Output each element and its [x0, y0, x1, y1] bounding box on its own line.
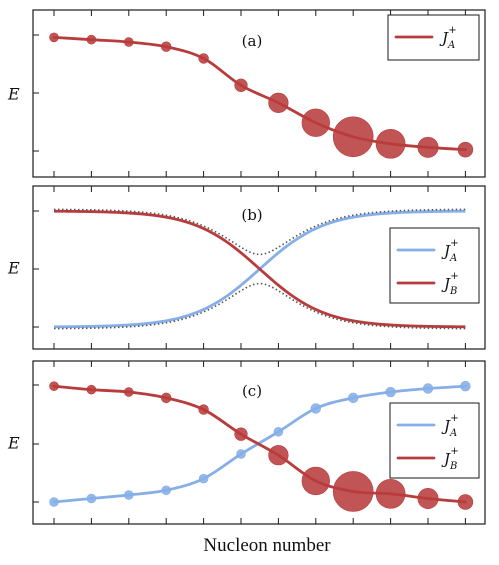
data-point	[49, 381, 59, 391]
legend-box	[389, 227, 480, 304]
y-axis-label: E	[7, 85, 20, 104]
legend-label-sub: B	[449, 461, 457, 472]
data-point	[332, 116, 374, 158]
legend-label-sup: +	[448, 25, 456, 36]
data-point	[86, 493, 97, 504]
data-point	[161, 41, 172, 52]
data-point	[332, 471, 374, 512]
data-point	[198, 473, 209, 484]
data-point	[236, 449, 246, 459]
data-point	[161, 485, 171, 496]
data-point	[124, 490, 134, 500]
data-point	[86, 34, 97, 45]
panel-label: (b)	[241, 206, 262, 224]
data-point	[234, 78, 248, 92]
panel-c: (c)EJA+JB+	[7, 360, 486, 525]
legend-label-sub: B	[449, 286, 457, 297]
y-axis-label: E	[7, 259, 20, 278]
data-point	[460, 380, 471, 392]
data-point	[348, 392, 359, 404]
legend-box	[389, 402, 480, 479]
data-point	[49, 32, 59, 43]
data-point	[273, 427, 284, 437]
series-line-JB	[53, 209, 466, 329]
legend-label-sub: A	[447, 40, 455, 51]
data-point	[301, 108, 330, 137]
data-point	[161, 392, 172, 404]
data-point	[457, 141, 474, 158]
data-point	[375, 128, 406, 159]
panel-2-frame	[32, 360, 486, 525]
y-axis-label: E	[7, 434, 20, 453]
legend-label-sup: +	[450, 238, 458, 249]
data-point	[86, 384, 97, 395]
legend-label-sub: A	[449, 253, 457, 264]
data-point	[457, 494, 474, 510]
data-point	[385, 386, 396, 398]
data-point	[310, 403, 321, 414]
data-point	[301, 466, 330, 496]
panel-label: (c)	[242, 382, 262, 400]
legend-label: JA+	[439, 25, 457, 51]
panel-label: (a)	[242, 32, 263, 50]
legend-label-sup: +	[450, 446, 458, 457]
panel-a: (a)EJA+	[7, 9, 486, 178]
data-point	[375, 478, 406, 509]
legend-label-sub: A	[449, 428, 457, 439]
data-point	[268, 445, 289, 466]
data-point	[198, 53, 209, 64]
data-point	[198, 404, 209, 415]
legend-label-sup: +	[450, 413, 458, 424]
data-point	[124, 387, 134, 397]
adiabatic-lower-dotted	[53, 282, 466, 330]
data-point	[234, 427, 248, 441]
panel-b: (b)EJA+JB+	[7, 185, 486, 350]
data-point	[422, 383, 434, 394]
data-point	[124, 37, 134, 47]
data-point	[268, 92, 289, 113]
data-point	[417, 136, 439, 158]
panel-1-frame	[32, 185, 486, 350]
legend-label: JA+	[441, 238, 459, 264]
legend-label: JB+	[441, 271, 459, 297]
x-axis-label: Nucleon number	[203, 535, 331, 556]
legend-label-sup: +	[450, 271, 458, 282]
legend-label: JA+	[441, 413, 459, 439]
data-point	[417, 487, 439, 509]
adiabatic-upper-dotted	[53, 208, 466, 256]
data-point	[49, 497, 59, 507]
legend-label: JB+	[441, 446, 459, 472]
